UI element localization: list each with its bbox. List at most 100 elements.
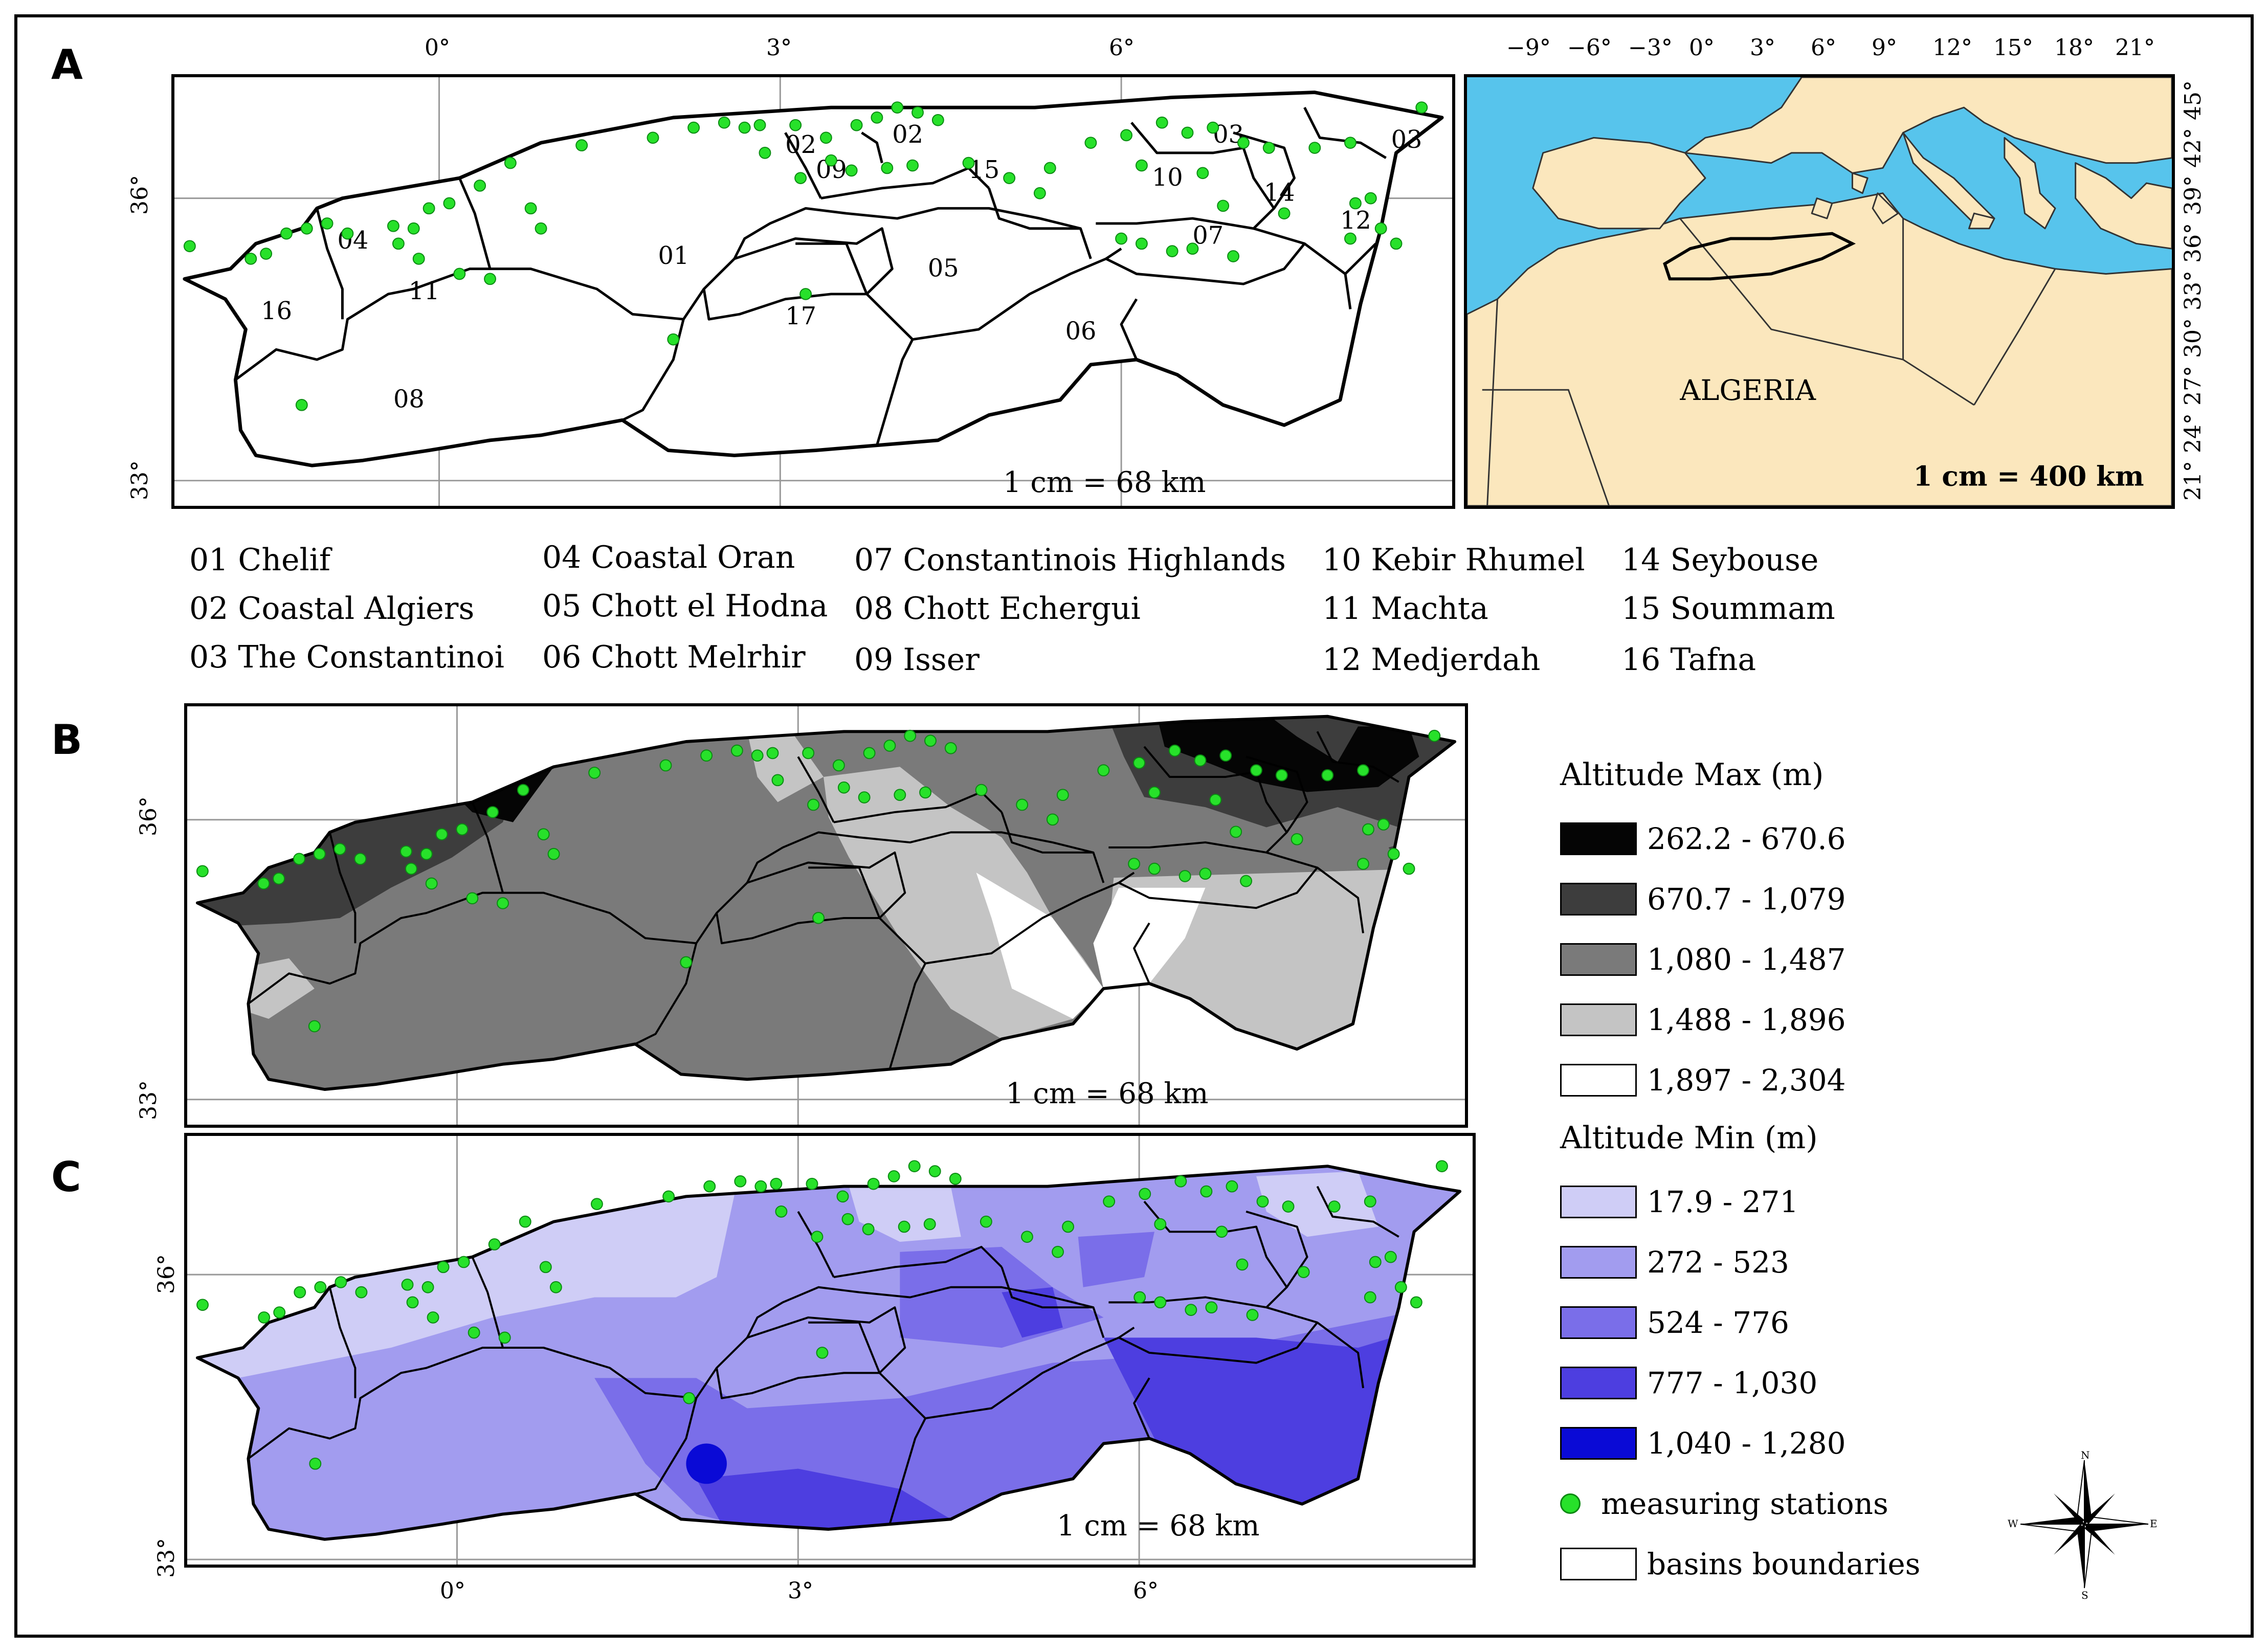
country-label: ALGERIA (1679, 374, 1816, 407)
station-marker (341, 227, 354, 240)
station-marker (1226, 1180, 1238, 1193)
station-marker (1186, 242, 1199, 255)
station-marker (260, 248, 273, 260)
station-marker (437, 1261, 450, 1274)
legend-class: 1,040 - 1,280 (1560, 1423, 1846, 1464)
station-marker (1003, 172, 1016, 185)
legend-class-label: 1,488 - 1,896 (1647, 1002, 1846, 1037)
legend-class: 17.9 - 271 (1560, 1181, 1798, 1222)
station-marker (802, 747, 815, 760)
station-marker (1236, 1258, 1249, 1271)
station-marker (1084, 137, 1097, 149)
station-marker (867, 1177, 880, 1190)
boundary-swatch (1560, 1548, 1637, 1580)
figure-frame (14, 14, 2254, 1638)
station-marker (456, 823, 469, 836)
station-marker (1262, 142, 1275, 154)
panel-label-c: C (51, 1153, 81, 1201)
station-marker (468, 1326, 480, 1339)
station-marker (354, 853, 367, 865)
legend-class-label: 777 - 1,030 (1647, 1366, 1818, 1400)
station-marker (519, 1215, 531, 1228)
panel-label-b: B (51, 716, 82, 764)
station-marker (575, 139, 588, 151)
station-marker (314, 1281, 327, 1293)
station-marker (919, 786, 932, 799)
station-marker (819, 131, 832, 144)
basin-legend-item: 02 Coastal Algiers (189, 591, 475, 627)
station-marker (794, 172, 807, 185)
legend-swatch (1560, 822, 1637, 855)
station-marker (898, 1220, 910, 1233)
station-marker (700, 749, 713, 762)
compass-s: S (2081, 1589, 2088, 1601)
compass-w: W (2008, 1517, 2018, 1530)
station-marker (923, 1218, 936, 1231)
legend-class: 262.2 - 670.6 (1560, 818, 1846, 859)
station-marker (1357, 858, 1369, 870)
station-marker (1394, 1281, 1407, 1293)
svg-text:05: 05 (928, 255, 959, 283)
station-marker (355, 1286, 368, 1299)
station-marker (1250, 764, 1262, 776)
station-marker (1033, 187, 1046, 199)
station-marker (294, 1286, 306, 1299)
station-marker (196, 1299, 209, 1311)
legend-class-label: 670.7 - 1,079 (1647, 882, 1846, 917)
station-marker (1207, 121, 1219, 134)
station-marker (1120, 129, 1133, 142)
inset-lon-tick: 0° (1689, 35, 1715, 61)
legend-swatch (1560, 1003, 1637, 1036)
station-marker (335, 1276, 347, 1288)
legend-swatch (1560, 1246, 1637, 1279)
scale-bar-inset: 1 cm = 400 km (1913, 460, 2144, 493)
legend-class-label: 1,897 - 2,304 (1647, 1063, 1846, 1098)
svg-text:17: 17 (785, 302, 816, 330)
station-marker (1148, 786, 1161, 799)
basin-legend-item: 16 Tafna (1621, 642, 1756, 678)
station-marker (196, 865, 209, 878)
station-marker (1403, 862, 1415, 875)
station-marker (730, 744, 743, 757)
station-marker (871, 111, 883, 124)
station-marker (1374, 222, 1387, 235)
station-marker (775, 1205, 788, 1218)
station-marker (1297, 1266, 1310, 1279)
inset-lat-tick: 36° (2180, 223, 2206, 263)
inset-lon-tick: 12° (1932, 35, 1972, 61)
station-marker (799, 288, 812, 300)
lat-tick-33-b: 33° (136, 1080, 162, 1120)
station-marker (850, 119, 863, 131)
station-marker (931, 114, 944, 126)
station-marker (1128, 858, 1141, 870)
station-marker (1154, 1296, 1167, 1309)
station-marker (258, 1311, 271, 1324)
station-marker (425, 877, 438, 890)
panel-label-a: A (51, 41, 83, 88)
inset-lat-tick: 42° (2180, 128, 2206, 168)
station-marker (401, 1279, 414, 1291)
inset-lon-tick: 6° (1811, 35, 1836, 61)
station-marker (1275, 769, 1288, 782)
station-marker (308, 1020, 321, 1033)
station-marker-icon (1560, 1493, 1581, 1514)
lat-tick-36-b: 36° (136, 796, 162, 836)
lat-tick-36-a: 36° (127, 175, 153, 215)
station-marker (1364, 192, 1377, 205)
inset-lat-tick: 24° (2180, 413, 2206, 453)
legend-title-max: Altitude Max (m) (1560, 757, 1824, 793)
station-marker (591, 1198, 603, 1210)
station-marker (300, 222, 313, 235)
legend-swatch (1560, 1186, 1637, 1218)
station-marker (751, 749, 764, 762)
station-marker (1135, 159, 1148, 172)
station-marker (539, 1261, 552, 1274)
inset-lon-tick: −9° (1506, 35, 1551, 61)
station-marker (1328, 1200, 1341, 1213)
inset-lat-tick: 30° (2180, 318, 2206, 358)
station-marker (453, 267, 466, 280)
compass-n: N (2081, 1449, 2090, 1461)
basin-legend-item: 05 Chott el Hodna (542, 588, 828, 624)
legend-boundaries: basins boundaries (1560, 1544, 1920, 1584)
station-marker (1377, 818, 1390, 831)
